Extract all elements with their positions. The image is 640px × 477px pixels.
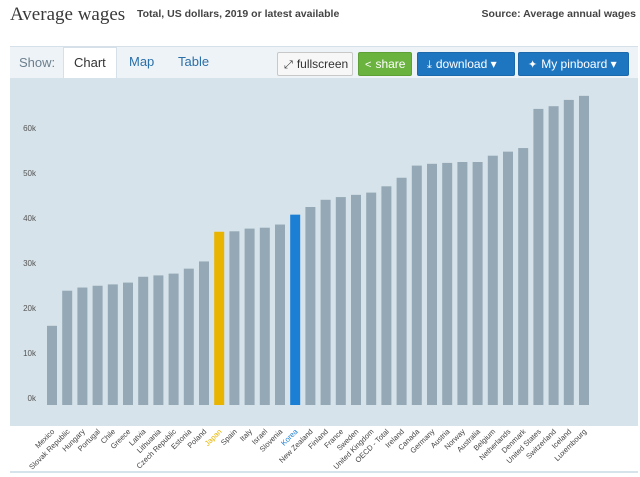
share-label: share (375, 57, 406, 71)
bar-canada[interactable] (411, 165, 422, 405)
bar-denmark[interactable] (518, 148, 529, 406)
source-link[interactable]: Source: Average annual wages (481, 8, 636, 20)
bar-korea[interactable] (290, 214, 301, 405)
page-subtitle: Total, US dollars, 2019 or latest availa… (137, 8, 340, 20)
share-icon: < (365, 59, 372, 71)
bar-belgium[interactable] (487, 155, 498, 405)
page-title: Average wages (10, 4, 126, 25)
bar-czech-republic[interactable] (168, 273, 179, 405)
pinboard-label: My pinboard ▾ (541, 57, 617, 71)
bar-norway[interactable] (457, 162, 468, 405)
bar-switzerland[interactable] (548, 106, 559, 405)
bar-chile[interactable] (107, 284, 118, 405)
bar-lithuania[interactable] (153, 275, 164, 405)
share-button[interactable]: < share (358, 52, 412, 76)
fullscreen-label: fullscreen (296, 57, 349, 71)
bar-italy[interactable] (244, 228, 255, 405)
bar-oecd-total[interactable] (381, 186, 392, 405)
pin-icon: ✦ (528, 59, 538, 71)
page-header: Average wages Total, US dollars, 2019 or… (8, 4, 636, 26)
bar-france[interactable] (335, 197, 346, 405)
bar-spain[interactable] (229, 231, 240, 405)
fullscreen-button[interactable]: ⤢ fullscreen (277, 52, 353, 76)
expand-icon: ⤢ (284, 59, 293, 71)
bar-sweden[interactable] (351, 194, 361, 405)
bar-ireland[interactable] (396, 177, 407, 405)
y-tick-label: 0k (28, 394, 37, 403)
bar-portugal[interactable] (92, 285, 103, 405)
my-pinboard-button[interactable]: ✦ My pinboard ▾ (518, 52, 629, 76)
bar-poland[interactable] (199, 261, 209, 405)
bar-estonia[interactable] (183, 268, 194, 405)
tab-table[interactable]: Table (178, 54, 210, 69)
bar-austria[interactable] (442, 162, 453, 405)
bar-australia[interactable] (472, 162, 483, 405)
download-button[interactable]: ⤓ download ▾ (417, 52, 515, 76)
y-tick-label: 30k (23, 259, 37, 268)
bar-germany[interactable] (427, 163, 437, 405)
bar-hungary[interactable] (77, 287, 88, 405)
y-tick-label: 10k (23, 349, 37, 358)
show-label: Show: (19, 55, 56, 70)
bar-netherlands[interactable] (503, 151, 513, 405)
x-tick-label: Spain (219, 427, 239, 447)
view-toolbar: Show: Chart Map Table ⤢ fullscreen < share… (10, 46, 638, 80)
bar-finland[interactable] (320, 199, 331, 405)
bar-luxembourg[interactable] (579, 95, 589, 405)
bar-united-states[interactable] (533, 108, 544, 406)
chart-bottom-border (10, 471, 638, 473)
download-label: download ▾ (435, 57, 497, 71)
y-tick-label: 60k (23, 124, 37, 133)
bar-israel[interactable] (259, 227, 270, 405)
bar-slovenia[interactable] (275, 224, 285, 405)
bar-mexico[interactable] (47, 325, 57, 405)
y-tick-label: 40k (23, 214, 37, 223)
download-icon: ⤓ (427, 59, 432, 71)
tab-map[interactable]: Map (129, 54, 155, 69)
bar-united-kingdom[interactable] (366, 192, 377, 405)
bar-new-zealand[interactable] (305, 207, 316, 405)
x-tick-label: Japan (203, 427, 224, 448)
bar-latvia[interactable] (138, 276, 149, 405)
y-tick-label: 20k (23, 304, 37, 313)
bar-japan[interactable] (214, 231, 225, 405)
y-tick-label: 50k (23, 169, 37, 178)
bar-greece[interactable] (123, 282, 133, 405)
bar-iceland[interactable] (563, 99, 574, 406)
bar-slovak-republic[interactable] (62, 290, 73, 405)
